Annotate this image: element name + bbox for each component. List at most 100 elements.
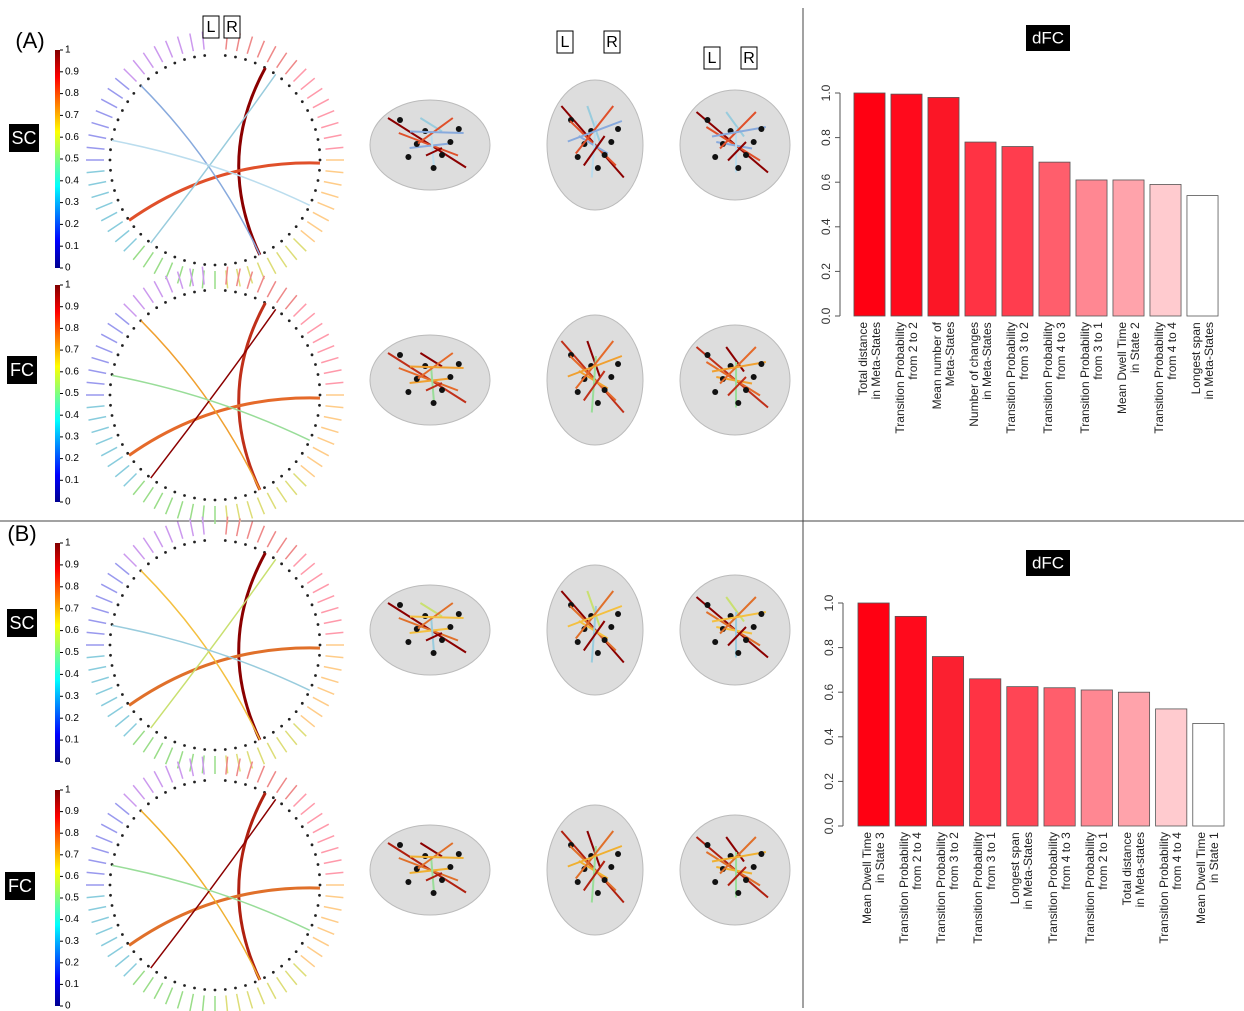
node-dot <box>223 54 227 57</box>
brain-edge <box>727 376 747 397</box>
brain-node <box>601 152 608 158</box>
node-dot <box>126 585 130 589</box>
node-dot <box>300 216 304 220</box>
node-dot <box>271 730 275 734</box>
connection <box>237 302 267 491</box>
node-dot <box>294 225 298 229</box>
region-tick <box>189 753 195 772</box>
brain-node <box>574 389 581 395</box>
node-dot <box>126 100 130 104</box>
region-tick <box>235 268 241 287</box>
region-tick <box>266 492 277 510</box>
node-dot <box>280 77 284 81</box>
bar <box>969 678 1002 827</box>
brain-node <box>447 864 454 870</box>
node-dot <box>314 128 317 131</box>
region-tick <box>153 492 164 510</box>
node-dot <box>132 576 136 580</box>
y-tick-label: 1.0 <box>819 84 833 101</box>
region-tick <box>292 553 307 568</box>
region-tick <box>142 777 154 794</box>
node-dot <box>193 496 196 500</box>
region-tick <box>300 229 316 243</box>
region-tick <box>312 583 330 594</box>
row-label-box <box>5 872 35 900</box>
node-dot <box>110 664 114 667</box>
node-dot <box>316 623 320 626</box>
node-dot <box>193 986 196 990</box>
node-dot <box>287 717 291 721</box>
node-dot <box>244 744 247 747</box>
node-dot <box>183 293 186 296</box>
colorbar-tick-label: 0.6 <box>65 132 79 143</box>
colorbar-tick-label: 0.9 <box>65 301 79 312</box>
region-tick <box>276 52 288 69</box>
x-tick-label: Number of changes in Meta-States <box>966 322 994 427</box>
node-dot <box>164 486 167 490</box>
orientation-box <box>740 46 758 70</box>
brain-node <box>608 864 615 870</box>
brain-node <box>735 165 742 171</box>
brain-edge <box>719 836 757 875</box>
colorbar-tick-label: 0.1 <box>65 241 79 252</box>
node-dot <box>116 433 120 437</box>
x-tick-label: Longest span in Meta-States <box>1008 832 1036 910</box>
colorbar-tick-label: 0.4 <box>65 669 79 680</box>
row-label: FC <box>10 360 34 380</box>
region-tick <box>306 221 323 233</box>
colorbar-tick-label: 0 <box>65 497 71 508</box>
region-tick <box>100 823 118 834</box>
region-tick <box>86 405 105 409</box>
region-tick <box>114 562 130 576</box>
node-dot <box>120 443 124 446</box>
node-dot <box>253 61 257 65</box>
region-tick <box>95 686 113 696</box>
row-label: SC <box>11 128 36 148</box>
node-dot <box>146 964 150 968</box>
region-tick <box>153 257 164 275</box>
brain-edge <box>409 142 451 149</box>
region-tick <box>114 77 130 91</box>
orientation-label: R <box>606 34 618 51</box>
bar <box>927 97 960 317</box>
region-tick <box>176 991 184 1009</box>
region-tick <box>256 747 266 765</box>
brain-node <box>735 400 742 406</box>
node-dot <box>109 633 112 637</box>
node-dot <box>132 91 136 95</box>
brain-edge <box>409 377 451 384</box>
colorbar-tick-label: 0.2 <box>65 713 79 724</box>
node-dot <box>139 467 143 471</box>
node-dot <box>306 693 310 696</box>
node-dot <box>294 576 298 580</box>
region-tick <box>100 98 118 109</box>
brain-node <box>712 639 719 645</box>
region-tick <box>91 356 109 364</box>
node-dot <box>146 802 150 806</box>
colorbar-tick-label: 0.7 <box>65 603 79 614</box>
node-dot <box>234 55 237 59</box>
node-dot <box>183 783 186 786</box>
node-dot <box>126 825 130 829</box>
region-tick <box>323 180 342 186</box>
node-dot <box>244 783 247 786</box>
node-dot <box>110 414 114 417</box>
region-tick <box>266 530 277 548</box>
region-tick <box>317 926 335 936</box>
region-tick <box>107 221 124 233</box>
region-tick <box>325 895 344 899</box>
node-dot <box>164 251 167 255</box>
node-dot <box>155 970 159 974</box>
region-tick <box>321 606 339 614</box>
node-dot <box>234 261 237 265</box>
region-tick <box>164 497 174 515</box>
bar <box>931 656 965 827</box>
region-tick <box>266 742 277 760</box>
bar <box>1075 179 1108 317</box>
node-dot <box>203 748 207 751</box>
brain-node <box>743 637 749 643</box>
colorbar <box>55 285 60 502</box>
brain-edge <box>569 355 617 402</box>
colorbar-tick-label: 0.5 <box>65 154 79 165</box>
